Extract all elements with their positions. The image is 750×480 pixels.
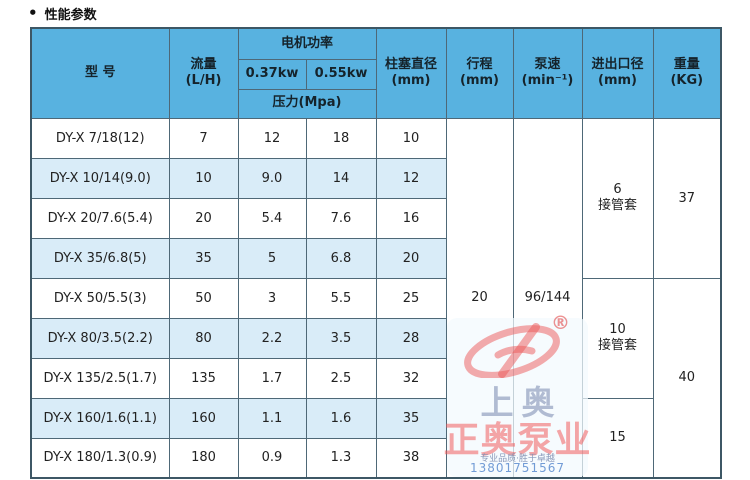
pressure-037-cell: 5.4: [237, 197, 307, 239]
pressure-037-cell: 1.7: [237, 357, 307, 399]
port-cell-10: 10 接管套: [581, 277, 654, 399]
port-cell-6: 6 接管套: [581, 117, 654, 279]
pressure-037-cell: 9.0: [237, 157, 307, 199]
bullet-icon: •: [28, 4, 38, 22]
plunger-cell: 20: [375, 237, 447, 279]
plunger-cell: 32: [375, 357, 447, 399]
table-row: DY-X 10/14(9.0) 10 9.0 14 12: [30, 157, 721, 199]
model-cell: DY-X 50/5.5(3): [30, 277, 170, 319]
table-row: DY-X 180/1.3(0.9) 180 0.9 1.3 38: [30, 437, 721, 479]
spec-table: 型 号 流量 (L/H) 电机功率 柱塞直径 (mm) 行程 (mm) 泵速 (…: [30, 27, 723, 479]
header-model: 型 号: [30, 27, 170, 119]
model-cell: DY-X 180/1.3(0.9): [30, 437, 170, 479]
pressure-037-cell: 1.1: [237, 397, 307, 439]
table-row: DY-X 50/5.5(3) 50 3 5.5 25 10 接管套 40: [30, 277, 722, 479]
pressure-055-cell: 7.6: [305, 197, 377, 239]
pressure-055-cell: 1.3: [305, 437, 377, 479]
header-plunger-diameter: 柱塞直径 (mm): [375, 27, 447, 119]
flow-cell: 35: [168, 237, 239, 279]
table-row: DY-X 7/18(12) 7 12 18 10 20 96/144 6 接管套…: [30, 117, 722, 479]
model-cell: DY-X 80/3.5(2.2): [30, 317, 170, 359]
plunger-cell: 10: [375, 117, 447, 159]
table-row: DY-X 160/1.6(1.1) 160 1.1 1.6 35 15: [30, 397, 721, 479]
stroke-merged-cell: 20: [445, 117, 514, 479]
model-cell: DY-X 10/14(9.0): [30, 157, 170, 199]
flow-cell: 10: [168, 157, 239, 199]
speed-merged-cell: 96/144: [512, 117, 583, 479]
plunger-cell: 16: [375, 197, 447, 239]
plunger-cell: 35: [375, 397, 447, 439]
header-pressure: 压力(Mpa): [237, 88, 377, 119]
port-cell-15: 15: [581, 397, 654, 479]
plunger-cell: 12: [375, 157, 447, 199]
plunger-cell: 38: [375, 437, 447, 479]
model-cell: DY-X 160/1.6(1.1): [30, 397, 170, 439]
model-cell: DY-X 7/18(12): [30, 117, 170, 159]
pressure-055-cell: 6.8: [305, 237, 377, 279]
model-cell: DY-X 20/7.6(5.4): [30, 197, 170, 239]
plunger-cell: 25: [375, 277, 447, 319]
flow-cell: 135: [168, 357, 239, 399]
pressure-037-cell: 12: [237, 117, 307, 159]
pressure-055-cell: 5.5: [305, 277, 377, 319]
plunger-cell: 28: [375, 317, 447, 359]
header-pump-speed: 泵速 (min⁻¹): [512, 27, 583, 119]
flow-cell: 20: [168, 197, 239, 239]
header-kw-055: 0.55kw: [305, 58, 377, 90]
page-title: • 性能参数: [28, 4, 97, 24]
flow-cell: 160: [168, 397, 239, 439]
header-motor-power: 电机功率: [237, 27, 377, 60]
header-port-diameter: 进出口径 (mm): [581, 27, 654, 119]
flow-cell: 50: [168, 277, 239, 319]
model-cell: DY-X 135/2.5(1.7): [30, 357, 170, 399]
table-row: DY-X 80/3.5(2.2) 80 2.2 3.5 28: [30, 317, 721, 359]
pressure-055-cell: 18: [305, 117, 377, 159]
pressure-037-cell: 2.2: [237, 317, 307, 359]
weight-cell-40: 40: [652, 277, 722, 479]
model-cell: DY-X 35/6.8(5): [30, 237, 170, 279]
flow-cell: 80: [168, 317, 239, 359]
pressure-055-cell: 14: [305, 157, 377, 199]
header-kw-037: 0.37kw: [237, 58, 307, 90]
header-weight: 重量 (KG): [652, 27, 722, 119]
header-stroke: 行程 (mm): [445, 27, 514, 119]
pressure-037-cell: 3: [237, 277, 307, 319]
pressure-055-cell: 2.5: [305, 357, 377, 399]
flow-cell: 7: [168, 117, 239, 159]
pressure-037-cell: 0.9: [237, 437, 307, 479]
pressure-055-cell: 3.5: [305, 317, 377, 359]
pressure-037-cell: 5: [237, 237, 307, 279]
table-row: DY-X 135/2.5(1.7) 135 1.7 2.5 32: [30, 357, 721, 399]
pressure-055-cell: 1.6: [305, 397, 377, 439]
table-row: DY-X 20/7.6(5.4) 20 5.4 7.6 16: [30, 197, 721, 239]
page-title-text: 性能参数: [44, 8, 97, 23]
flow-cell: 180: [168, 437, 239, 479]
header-flow: 流量 (L/H): [168, 27, 239, 119]
weight-cell-37: 37: [652, 117, 722, 279]
